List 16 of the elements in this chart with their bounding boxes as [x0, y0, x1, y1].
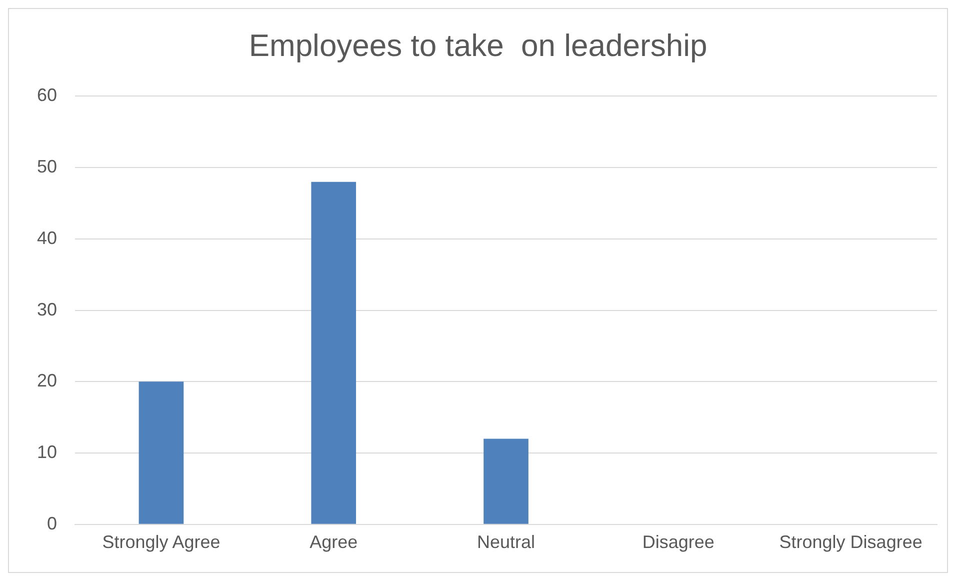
y-tick-label: 50 [36, 156, 58, 177]
x-tick-label: Disagree [642, 532, 714, 552]
y-tick-label: 20 [36, 370, 58, 391]
bar [484, 438, 528, 524]
y-tick-label: 60 [36, 85, 58, 106]
x-tick-label: Agree [310, 532, 358, 552]
y-tick-label: 30 [36, 299, 58, 320]
bar [138, 382, 184, 524]
y-tick-label: 40 [36, 228, 58, 248]
x-tick-label: Neutral [476, 532, 536, 552]
chart-title: Employees to take on leadership [248, 28, 708, 64]
y-tick-label: 0 [47, 513, 58, 534]
y-tick-label: 10 [36, 442, 58, 462]
bar [311, 182, 356, 524]
x-tick-label: Strongly Disagree [779, 532, 922, 552]
x-tick-label: Strongly Agree [102, 532, 220, 552]
